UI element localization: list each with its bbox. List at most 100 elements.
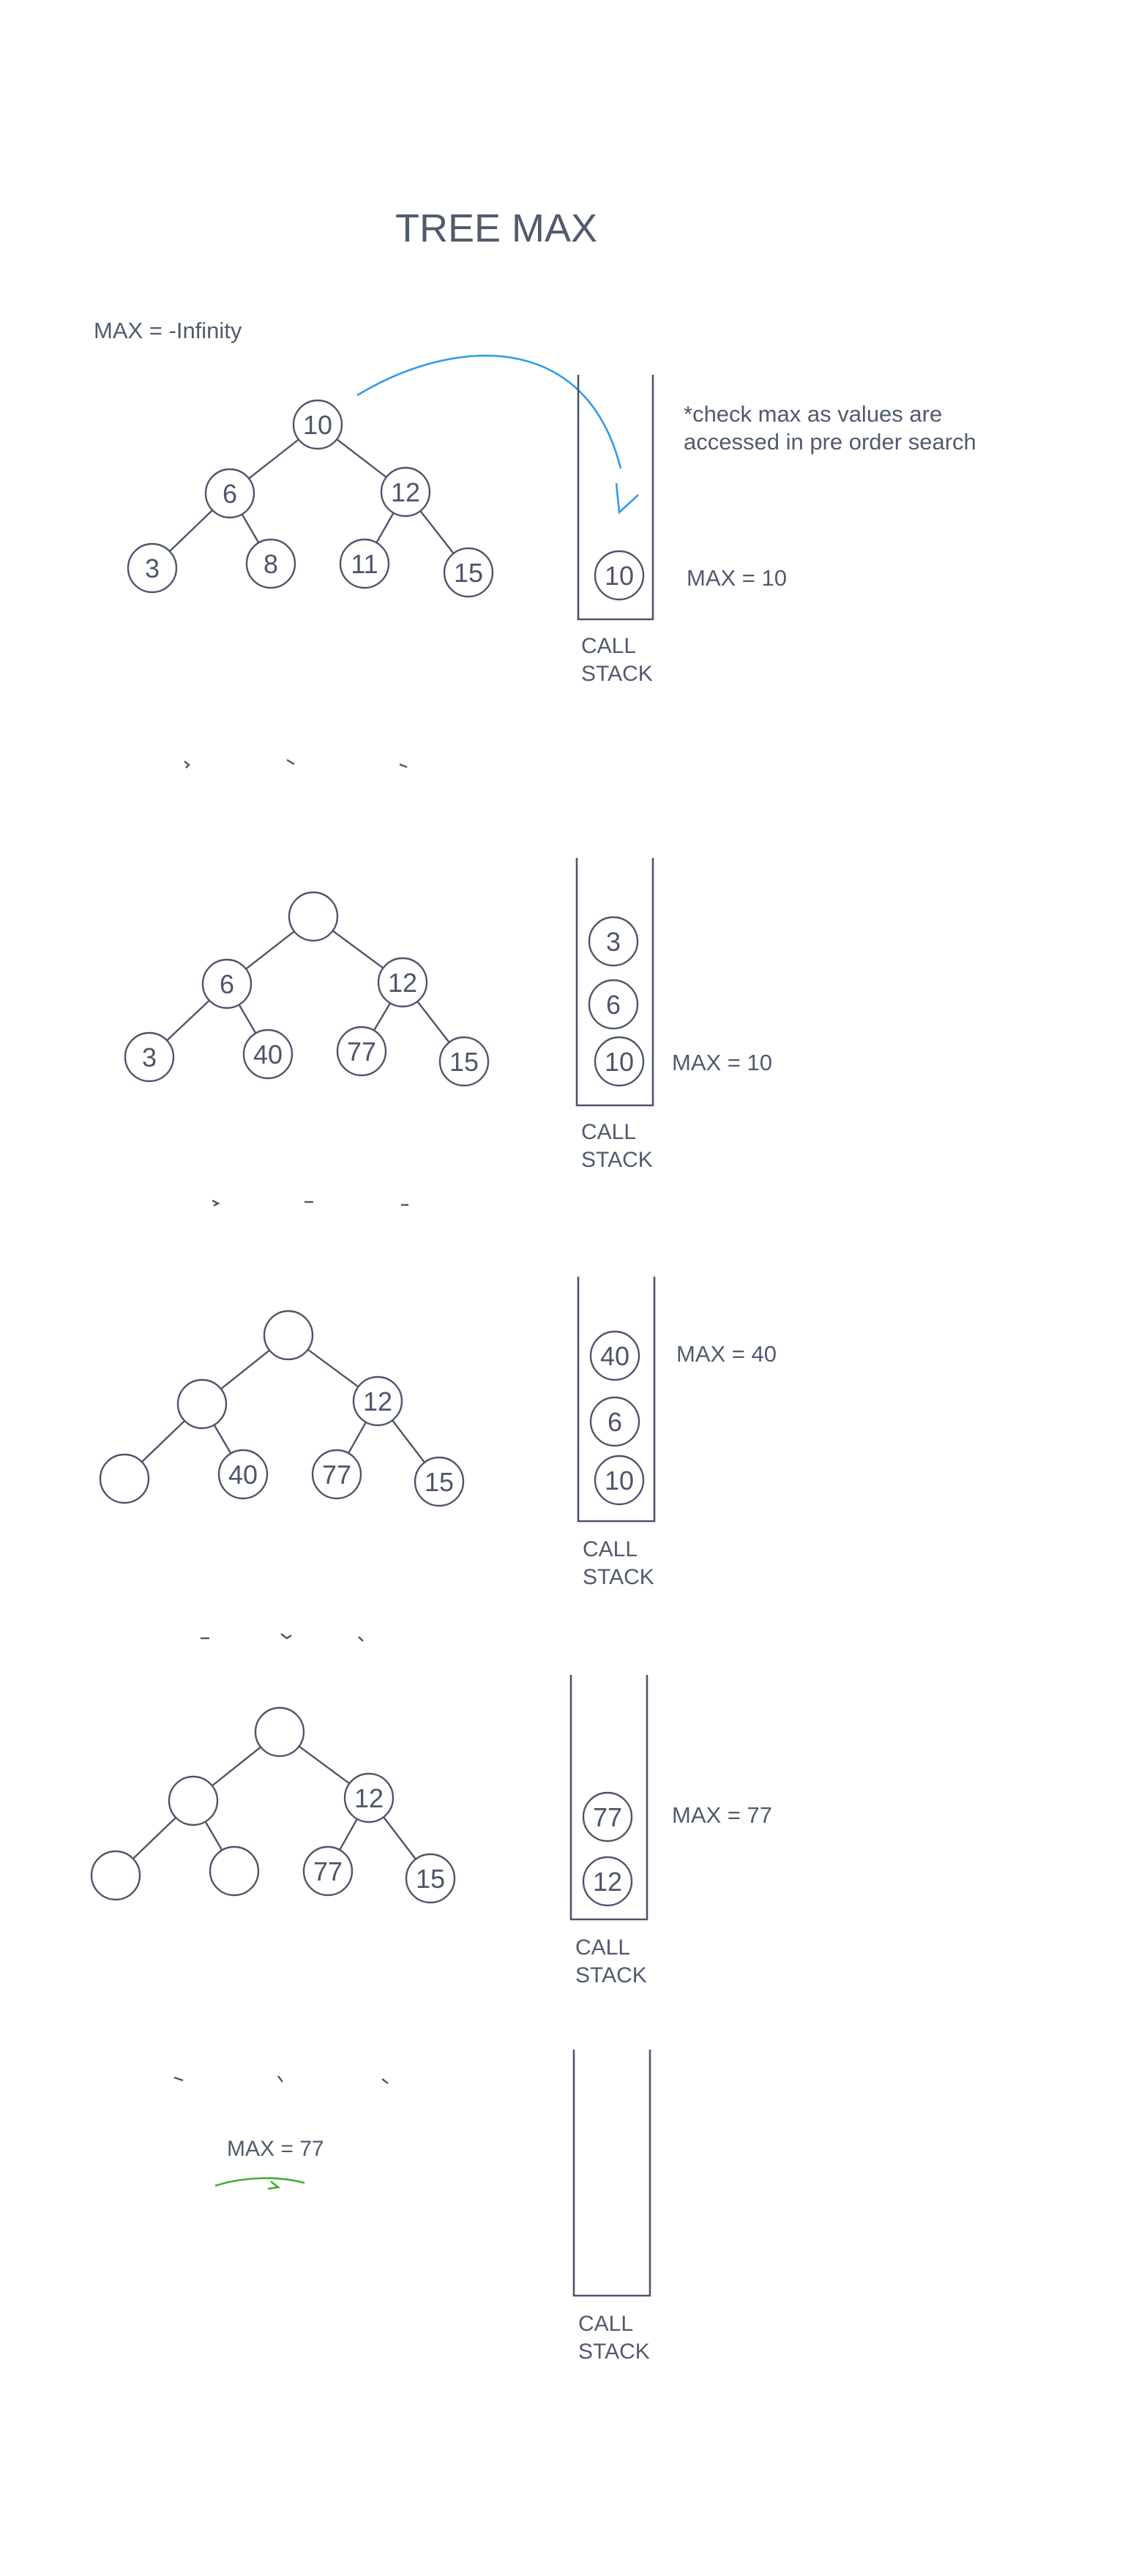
frame-1: 10 6 12 3 8 11 15 CALL STACK 10 MAX = 10 <box>127 375 787 686</box>
tree-node: 77 <box>302 1845 354 1897</box>
frame-3: 12 40 77 15 CALL STACK 40 6 10 MAX = 40 <box>99 1277 777 1589</box>
tree-node-value: 12 <box>354 1783 384 1813</box>
frame-4: 12 77 15 CALL STACK 77 12 MAX = 77 <box>90 1675 772 1987</box>
call-stack-entry-circle <box>589 1330 640 1381</box>
call-stack-entry-circle <box>594 1455 645 1506</box>
tree-node: 12 <box>352 1375 403 1427</box>
call-stack-entry: 40 <box>589 1330 640 1381</box>
call-stack-entry-value: 12 <box>593 1867 622 1897</box>
tree-edge <box>245 930 295 970</box>
tree-node: 15 <box>414 1456 465 1507</box>
tree-node: 15 <box>405 1853 456 1904</box>
tree-node <box>176 1378 228 1430</box>
call-stack-entry-value: 3 <box>606 927 621 957</box>
tree-node: 6 <box>201 958 253 1009</box>
tree-node <box>209 1845 260 1897</box>
tree-node-circle <box>99 1453 150 1504</box>
call-stack-container <box>575 858 654 1107</box>
push-arrow-head <box>615 482 639 515</box>
tree-node-circle <box>209 1845 260 1897</box>
tree-node-circle <box>336 1026 387 1077</box>
current-max-label: MAX = 40 <box>676 1341 777 1367</box>
tree-edge <box>248 438 299 479</box>
tree-node-value: 12 <box>363 1386 392 1416</box>
tree-node: 6 <box>204 468 255 519</box>
call-stack-entry: 77 <box>582 1791 633 1843</box>
tree-edge <box>392 1419 425 1463</box>
final-max-underline <box>214 2177 305 2190</box>
tree-edge <box>204 1821 223 1851</box>
call-stack-entry-circle <box>594 1036 645 1087</box>
call-stack-entry: 10 <box>594 1036 645 1087</box>
tree-node <box>90 1850 141 1901</box>
tree-node-value: 11 <box>351 549 378 579</box>
tree-edge <box>168 509 214 552</box>
tree-node-value: 12 <box>388 968 417 998</box>
tree-node-value: 40 <box>253 1039 283 1069</box>
tree-edge <box>298 1745 351 1785</box>
call-stack-entry-value: 6 <box>606 990 621 1020</box>
tree-node-circle <box>311 1449 362 1500</box>
call-stack-entry-value: 77 <box>593 1802 622 1832</box>
tree-node: 40 <box>217 1449 269 1500</box>
call-stack-entry: 6 <box>588 979 639 1030</box>
tree-node <box>288 891 339 942</box>
tree-node-value: 77 <box>313 1856 343 1886</box>
frame-separators <box>173 758 408 2084</box>
tree-node: 40 <box>242 1028 294 1080</box>
call-stack-container <box>577 375 654 621</box>
tree-node: 11 <box>339 538 390 589</box>
tree-node-circle <box>245 538 296 589</box>
tree-node: 12 <box>343 1772 395 1823</box>
tree-node-value: 6 <box>223 479 237 509</box>
tree-node-circle <box>343 1772 395 1823</box>
diagram-title: TREE MAX <box>395 206 597 250</box>
call-stack-label-line-1: CALL <box>581 634 636 658</box>
note-line-1: *check max as values are <box>684 401 942 427</box>
tree-node-circle <box>405 1853 456 1904</box>
tree-node-circle <box>90 1850 141 1901</box>
call-stack-label-line-2: STACK <box>578 2340 650 2364</box>
tree-edge <box>375 512 395 543</box>
tree-node: 8 <box>245 538 296 589</box>
call-stack-entry: 10 <box>594 550 645 601</box>
tree-node-circle <box>339 538 390 589</box>
call-stack-label-line-2: STACK <box>581 1148 653 1172</box>
final-max-label: MAX = 77 <box>227 2137 324 2161</box>
tree-edge <box>307 1348 359 1388</box>
tree-node: 77 <box>336 1026 387 1077</box>
call-stack-entry-circle <box>582 1856 633 1907</box>
tree-node-value: 40 <box>228 1460 258 1490</box>
tree-edge <box>241 513 260 544</box>
tree-edge <box>336 438 387 478</box>
tree-node-value: 15 <box>454 558 483 588</box>
tree-node-circle <box>201 958 253 1009</box>
call-stack-entry: 6 <box>589 1396 640 1447</box>
tree-node-value: 12 <box>391 477 420 507</box>
tree-node <box>254 1706 305 1758</box>
call-stack-label-line-2: STACK <box>581 662 653 686</box>
call-stack-entry: 10 <box>594 1455 645 1506</box>
tree-node-circle <box>127 542 178 594</box>
frame-2: 6 12 3 40 77 15 CALL STACK 3 6 10 MAX = 10 <box>124 858 772 1172</box>
tree-node: 15 <box>443 547 494 598</box>
tree-node: 12 <box>377 957 428 1008</box>
tree-node-circle <box>263 1310 314 1361</box>
tree-node-value: 6 <box>220 969 234 999</box>
tree-node-value: 10 <box>303 410 332 440</box>
frames-layer: 10 6 12 3 8 11 15 CALL STACK 10 MAX = 10 6 12 3 40 77 15… <box>90 375 787 2364</box>
current-max-label: MAX = 77 <box>672 1802 772 1828</box>
call-stack-label-line-1: CALL <box>575 1935 630 1960</box>
tree-node-circle <box>288 891 339 942</box>
tree-node-value: 8 <box>264 549 278 579</box>
initial-max-label: MAX = -Infinity <box>94 318 242 343</box>
call-stack-entry-value: 10 <box>605 1047 634 1077</box>
call-stack-label-line-1: CALL <box>578 2312 633 2336</box>
tree-node-value: 15 <box>416 1864 445 1894</box>
tree-edge <box>348 1422 367 1454</box>
note-line-2: accessed in pre order search <box>684 429 976 455</box>
tree-edge <box>141 1420 186 1463</box>
tree-edge <box>383 1816 416 1860</box>
tree-node: 12 <box>380 466 431 518</box>
call-stack-label-line-1: CALL <box>581 1120 636 1144</box>
